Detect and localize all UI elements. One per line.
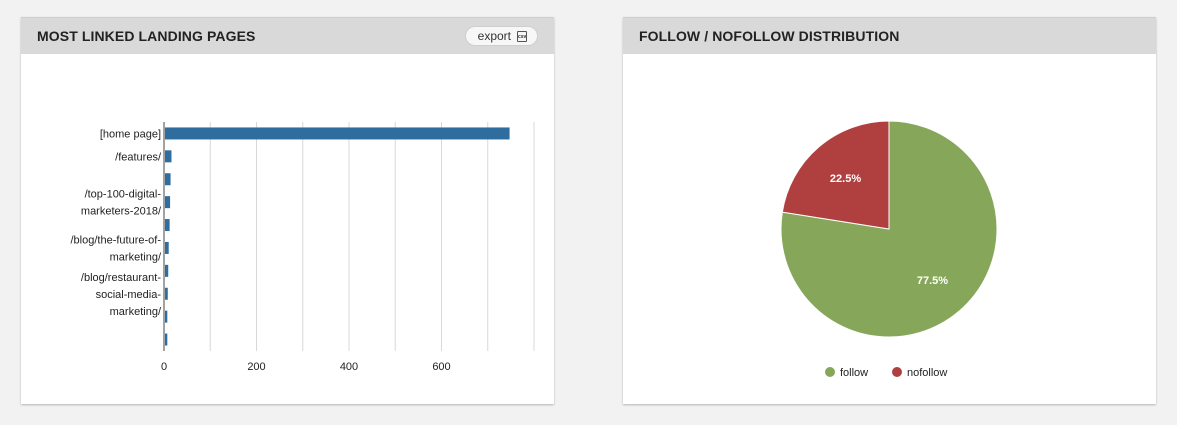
bar-chart: [home page] /features/ /top-100-digital-ma…: [71, 122, 535, 373]
export-button[interactable]: export csv: [464, 26, 538, 46]
bar[interactable]: [165, 150, 172, 163]
legend-item-follow[interactable]: follow: [825, 367, 868, 379]
x-tick-label: 200: [247, 361, 265, 373]
panel-header: MOST LINKED LANDING PAGES export csv: [21, 18, 554, 54]
csv-icon: csv: [517, 30, 527, 42]
panel-header: FOLLOW / NOFOLLOW DISTRIBUTION: [623, 18, 1156, 54]
bar[interactable]: [165, 219, 170, 232]
x-tick-label: 0: [161, 361, 167, 373]
bar[interactable]: [165, 333, 168, 346]
pie-slice-nofollow[interactable]: [781, 120, 890, 230]
category-label: social-media-: [96, 289, 162, 301]
category-label: /features/: [115, 151, 162, 163]
bar[interactable]: [165, 241, 169, 254]
legend-label: nofollow: [907, 367, 947, 379]
category-label: /blog/the-future-of-: [71, 234, 162, 246]
legend-swatch: [825, 367, 835, 377]
category-label: /top-100-digital-: [85, 189, 162, 201]
most-linked-landing-pages-panel: MOST LINKED LANDING PAGES export csv [ho…: [21, 17, 554, 404]
bar[interactable]: [165, 310, 168, 323]
category-label: /blog/restaurant-: [81, 272, 161, 284]
bar[interactable]: [165, 173, 171, 186]
pie-slice-follow[interactable]: [780, 120, 998, 338]
panel-title: MOST LINKED LANDING PAGES: [37, 28, 256, 44]
x-tick-label: 600: [432, 361, 450, 373]
category-label: marketers-2018/: [81, 206, 162, 218]
export-label: export: [477, 29, 511, 43]
legend-swatch: [892, 367, 902, 377]
panel-title: FOLLOW / NOFOLLOW DISTRIBUTION: [639, 28, 900, 44]
follow-nofollow-panel: FOLLOW / NOFOLLOW DISTRIBUTION 77.5% 22.5…: [623, 17, 1156, 404]
bar[interactable]: [165, 287, 168, 300]
bar[interactable]: [165, 196, 171, 209]
category-label: marketing/: [110, 306, 162, 318]
category-label: marketing/: [110, 251, 162, 263]
category-label: [home page]: [100, 128, 161, 140]
pie-slice-label: 77.5%: [917, 275, 948, 287]
bar[interactable]: [165, 127, 510, 140]
pie-chart: 77.5% 22.5% follow nofollow: [780, 120, 998, 379]
x-tick-label: 400: [340, 361, 358, 373]
legend-item-nofollow[interactable]: nofollow: [892, 367, 947, 379]
pie-slice-label: 22.5%: [830, 173, 861, 185]
legend-label: follow: [840, 367, 868, 379]
bar[interactable]: [165, 264, 169, 277]
